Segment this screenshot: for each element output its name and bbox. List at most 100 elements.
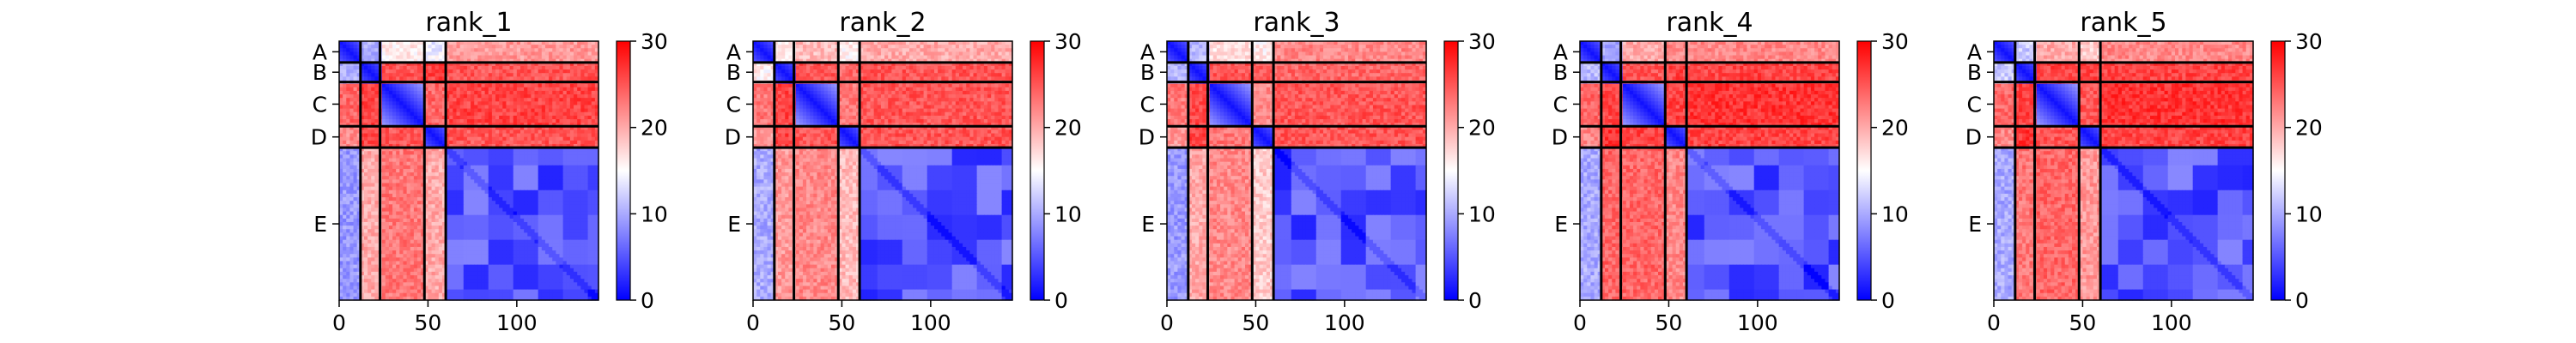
heatmap-cell	[467, 87, 471, 92]
heatmap-cell	[567, 105, 571, 109]
heatmap-cell	[343, 56, 347, 60]
heatmap-cell	[396, 91, 400, 95]
heatmap-cell	[414, 98, 418, 102]
heatmap-cell	[403, 66, 407, 70]
heatmap	[339, 41, 599, 301]
heatmap-cell	[552, 98, 556, 102]
heatmap-cell	[485, 48, 489, 52]
heatmap-cell	[492, 84, 496, 88]
heatmap-cell	[567, 45, 571, 49]
heatmap-cell	[346, 73, 350, 77]
heatmap-cell	[489, 45, 493, 49]
heatmap-cell	[520, 48, 525, 52]
heatmap-cell	[471, 87, 475, 92]
heatmap-cell	[481, 94, 485, 99]
heatmap-cell	[580, 101, 585, 105]
heatmap-cell	[538, 76, 543, 81]
heatmap-cell	[432, 66, 436, 70]
heatmap-cell	[510, 105, 514, 109]
heatmap-cell	[457, 87, 461, 92]
heatmap-cell	[396, 66, 400, 70]
heatmap-cell	[467, 73, 471, 77]
heatmap-cell	[474, 91, 478, 95]
heatmap-cell	[545, 45, 550, 49]
heatmap-cell	[428, 69, 432, 74]
heatmap-cell	[481, 91, 485, 95]
heatmap-cell	[460, 91, 465, 95]
heatmap-cell	[563, 105, 568, 109]
heatmap-cell	[552, 94, 556, 99]
heatmap-cell	[531, 48, 535, 52]
heatmap-cell	[439, 48, 443, 52]
heatmap-cell	[417, 73, 422, 77]
heatmap-cell	[524, 45, 528, 49]
heatmap-cell	[392, 56, 397, 60]
heatmap-cell	[570, 87, 574, 92]
heatmap-cell	[349, 56, 354, 60]
heatmap-cell	[382, 73, 386, 77]
heatmap-cell	[495, 66, 500, 70]
heatmap-cell	[374, 51, 379, 56]
heatmap-cell	[428, 45, 432, 49]
heatmap-cell	[527, 84, 532, 88]
heatmap-cell	[520, 66, 525, 70]
heatmap-cell	[386, 56, 390, 60]
heatmap-cell	[371, 73, 375, 77]
heatmap-cell	[474, 87, 478, 92]
heatmap-cell	[354, 45, 358, 49]
heatmap-cell	[407, 91, 411, 95]
heatmap-cell	[495, 76, 500, 81]
heatmap-cell	[542, 76, 546, 81]
heatmap-cell	[559, 45, 563, 49]
heatmap-cell	[563, 66, 568, 70]
heatmap-cell	[467, 91, 471, 95]
heatmap-cell	[499, 69, 503, 74]
heatmap-cell	[371, 48, 375, 52]
heatmap-cell	[520, 69, 525, 74]
heatmap-cell	[492, 45, 496, 49]
heatmap-cell	[396, 51, 400, 56]
heatmap-cell	[417, 84, 422, 88]
heatmap-cell	[577, 48, 581, 52]
heatmap-cell	[527, 66, 532, 70]
heatmap-cell	[407, 105, 411, 109]
heatmap-cell	[531, 66, 535, 70]
heatmap-cell	[371, 51, 375, 56]
heatmap-cell	[364, 91, 368, 95]
heatmap-cell	[449, 56, 453, 60]
heatmap-cell	[481, 69, 485, 74]
heatmap-cell	[502, 87, 507, 92]
heatmap-cell	[417, 105, 422, 109]
heatmap-cell	[552, 101, 556, 105]
heatmap-cell	[549, 45, 553, 49]
heatmap-cell	[453, 101, 457, 105]
heatmap-cell	[513, 76, 518, 81]
heatmap-cell	[531, 91, 535, 95]
heatmap-cell	[580, 69, 585, 74]
heatmap-cell	[349, 94, 354, 99]
heatmap-cell	[552, 73, 556, 77]
heatmap-cell	[559, 101, 563, 105]
heatmap-cell	[453, 91, 457, 95]
heatmap-cell	[389, 84, 393, 88]
heatmap-cell	[481, 76, 485, 81]
heatmap-cell	[364, 51, 368, 56]
heatmap-cell	[527, 98, 532, 102]
heatmap-cell	[396, 76, 400, 81]
heatmap-cell	[538, 87, 543, 92]
heatmap-cell	[386, 45, 390, 49]
heatmap-cell	[346, 48, 350, 52]
heatmap-cell	[403, 48, 407, 52]
heatmap-cell	[374, 66, 379, 70]
heatmap-cell	[545, 98, 550, 102]
heatmap-cell	[588, 56, 592, 60]
heatmap-cell	[407, 56, 411, 60]
heatmap-cell	[471, 105, 475, 109]
heatmap-cell	[417, 51, 422, 56]
heatmap-cell	[414, 48, 418, 52]
heatmap-cell	[492, 91, 496, 95]
heatmap-cell	[364, 109, 368, 113]
heatmap-cell	[410, 84, 415, 88]
heatmap-cell	[410, 105, 415, 109]
heatmap-cell	[556, 56, 560, 60]
